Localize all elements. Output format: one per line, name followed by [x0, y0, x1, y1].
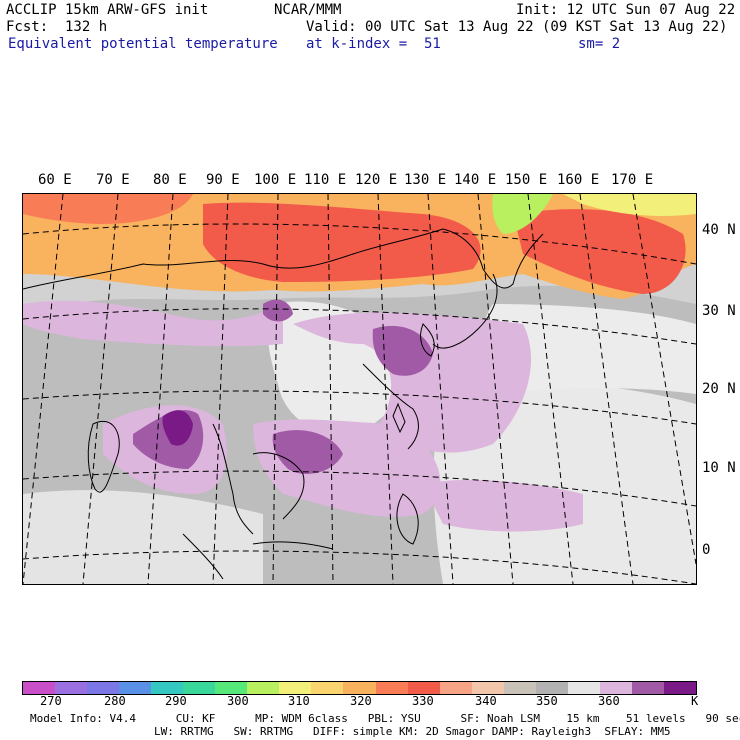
lat-label: 30 N — [702, 303, 736, 319]
k-index: at k-index = 51 — [306, 36, 441, 52]
colorbar-swatch — [407, 682, 440, 694]
colorbar-swatch — [599, 682, 632, 694]
colorbar-swatch — [535, 682, 568, 694]
cool-patch-yellow — [563, 194, 696, 216]
colorbar-swatch — [55, 682, 88, 694]
colorbar-swatch — [567, 682, 600, 694]
model-info-line2: LW: RRTMG SW: RRTMG DIFF: simple KM: 2D … — [154, 725, 671, 738]
colorbar-label: 300 — [227, 694, 249, 708]
colorbar-swatch — [663, 682, 696, 694]
purple-light-pacific — [423, 479, 583, 532]
coastline-taiwan — [392, 402, 406, 434]
init-time: Init: 12 UTC Sun 07 Aug 22 — [516, 2, 736, 18]
coastline-myanmar — [212, 423, 254, 535]
colorbar-label: 270 — [40, 694, 62, 708]
forecast-hour: Fcst: 132 h — [6, 19, 108, 35]
colorbar-swatch — [119, 682, 152, 694]
colorbar-swatch — [375, 682, 408, 694]
purple-dark-bay — [162, 410, 193, 446]
coastline-india — [87, 420, 120, 493]
warm-core-red-west — [203, 202, 481, 282]
purple-mid-sichuan — [263, 299, 293, 322]
colorbar-swatch — [23, 682, 56, 694]
colorbar-label: 350 — [536, 694, 558, 708]
colorbar-swatch — [343, 682, 376, 694]
coastline-borneo — [252, 541, 334, 550]
purple-mid-yellow-sea — [372, 325, 433, 376]
colorbar-swatch — [215, 682, 248, 694]
colorbar-label: 330 — [412, 694, 434, 708]
purple-light-east-china — [293, 312, 532, 453]
lon-label: 60 E — [38, 172, 72, 188]
coastline-indochina — [252, 452, 305, 520]
lon-label: 150 E — [505, 172, 548, 188]
colorbar-label: 340 — [475, 694, 497, 708]
lon-label: 120 E — [355, 172, 398, 188]
lat-label: 20 N — [702, 381, 736, 397]
coastline-china — [362, 363, 419, 450]
colorbar-swatch — [279, 682, 312, 694]
purple-mid-indochina — [272, 430, 343, 474]
colorbar-swatch — [631, 682, 664, 694]
colorbar-unit: K — [691, 694, 699, 708]
colorbar-label: 280 — [104, 694, 126, 708]
colorbar-swatch — [247, 682, 280, 694]
lat-label: 10 N — [702, 460, 736, 476]
colorbar-swatch — [311, 682, 344, 694]
lon-label: 90 E — [206, 172, 240, 188]
graticule — [23, 194, 696, 584]
purple-light-tibet — [23, 300, 283, 347]
lon-label: 70 E — [96, 172, 130, 188]
colorbar-label: 310 — [288, 694, 310, 708]
title-model: ACCLIP 15km ARW-GFS init — [6, 2, 209, 18]
colorbar-label: 290 — [165, 694, 187, 708]
smoothing: sm= 2 — [578, 36, 621, 52]
indian-ocean-light-field — [23, 490, 263, 584]
valid-time: Valid: 00 UTC Sat 13 Aug 22 (09 KST Sat … — [306, 19, 728, 35]
lon-label: 80 E — [153, 172, 187, 188]
colorbar — [22, 681, 697, 695]
cool-patch-green — [492, 194, 553, 234]
warm-core-red-east — [513, 209, 686, 294]
lon-label: 130 E — [404, 172, 447, 188]
model-info-line1: Model Info: V4.4 CU: KF MP: WDM 6class P… — [30, 712, 740, 725]
map-panel — [22, 193, 697, 585]
lat-label: 40 N — [702, 222, 736, 238]
map-plot — [23, 194, 696, 584]
coastline-japan — [432, 273, 498, 349]
colorbar-swatch — [87, 682, 120, 694]
colorbar-swatch — [183, 682, 216, 694]
coastline-korea — [420, 323, 435, 357]
colorbar-swatch — [471, 682, 504, 694]
lon-label: 110 E — [304, 172, 347, 188]
lon-label: 140 E — [454, 172, 497, 188]
lon-label: 160 E — [557, 172, 600, 188]
warm-band-red-nw — [23, 194, 193, 224]
colorbar-swatch — [151, 682, 184, 694]
colorbar-label: 360 — [598, 694, 620, 708]
lon-label: 100 E — [254, 172, 297, 188]
lon-label: 170 E — [611, 172, 654, 188]
colorbar-label: 320 — [350, 694, 372, 708]
title-org: NCAR/MMM — [274, 2, 342, 18]
coastline-sumatra — [182, 533, 224, 580]
coastline-philippines — [396, 493, 419, 545]
coastline — [23, 228, 544, 290]
lat-label: 0 — [702, 542, 711, 558]
colorbar-swatch — [439, 682, 472, 694]
field-name: Equivalent potential temperature — [8, 36, 278, 52]
pacific-north-light-field — [480, 304, 696, 394]
colorbar-swatch — [503, 682, 536, 694]
